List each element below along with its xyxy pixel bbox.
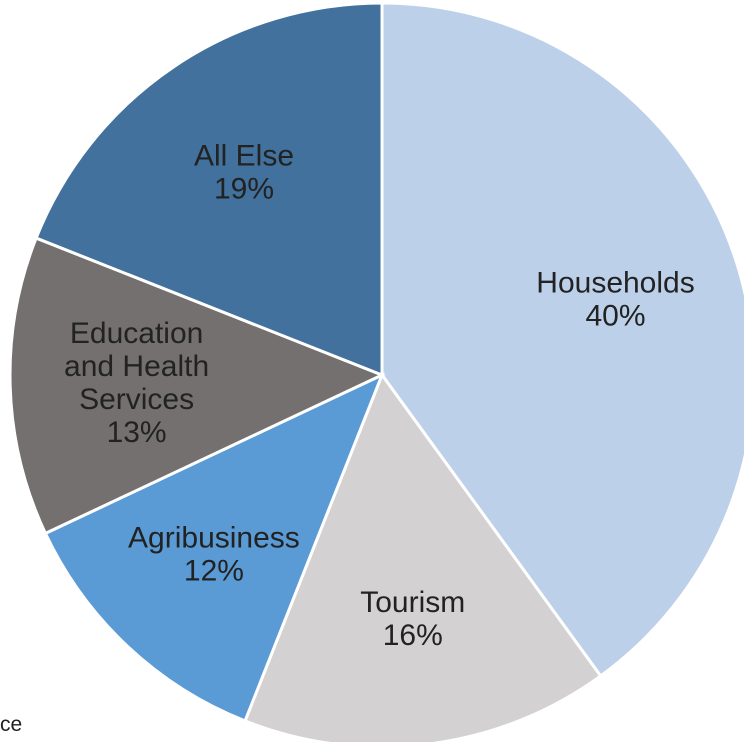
slice-name-line: Education [70, 317, 203, 350]
slice-label-0: Households 40% [536, 267, 694, 333]
slice-percent: 13% [107, 416, 167, 449]
slice-name-line: Households [536, 267, 694, 300]
slice-percent: 16% [383, 619, 443, 652]
cropped-source-text: ce [0, 713, 23, 736]
slice-name-line: Services [79, 383, 194, 416]
slice-label-1: Tourism 16% [360, 586, 465, 652]
slice-percent: 19% [214, 172, 274, 205]
slice-label-2: Agribusiness 12% [128, 521, 300, 587]
pie-slice-3 [8, 236, 386, 536]
pie-slice-0 [380, 1, 744, 679]
slice-percent: 40% [585, 300, 645, 333]
slice-name-line: Tourism [360, 586, 465, 619]
slice-label-3: Education and Health Services 13% [64, 317, 209, 449]
slice-labels: Households 40% Tourism 16% Agribusiness 12% Ed… [64, 139, 695, 652]
pie-slice-2 [43, 372, 385, 723]
slice-name-line: Agribusiness [128, 521, 300, 554]
slice-label-4: All Else 19% [194, 139, 294, 205]
pie-slices [8, 1, 744, 742]
slice-name-line: and Health [64, 350, 209, 383]
pie-slice-1 [243, 371, 603, 742]
slice-percent: 12% [184, 554, 244, 587]
pie-slice-4 [34, 1, 384, 378]
slice-name-line: All Else [194, 139, 294, 172]
